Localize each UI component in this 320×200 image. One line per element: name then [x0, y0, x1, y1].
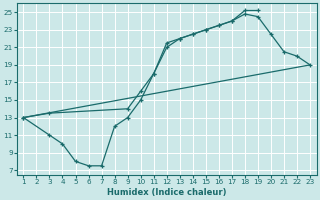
X-axis label: Humidex (Indice chaleur): Humidex (Indice chaleur) [107, 188, 227, 197]
